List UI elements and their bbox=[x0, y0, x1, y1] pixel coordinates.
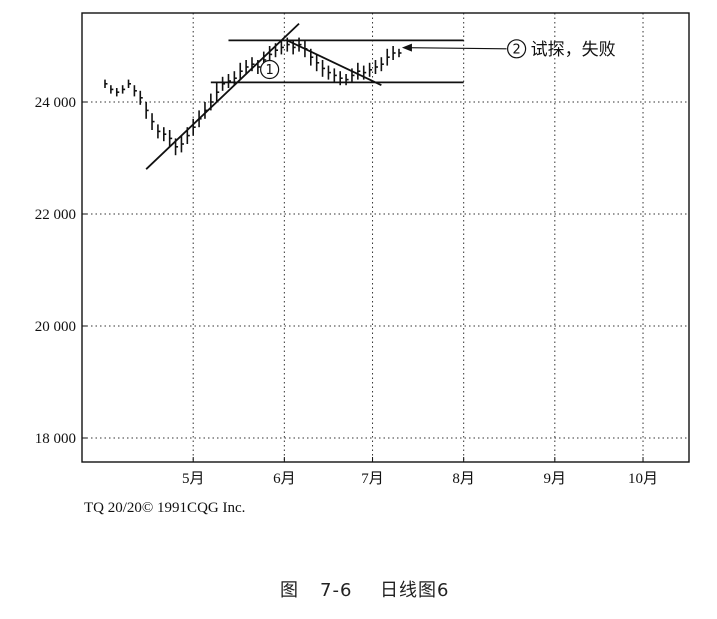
marker-circle bbox=[506, 39, 527, 59]
x-tick-label: 7月 bbox=[361, 471, 384, 487]
annotation-arrow-head bbox=[401, 43, 412, 52]
y-tick-label: 18 000 bbox=[35, 431, 76, 447]
x-tick-label: 9月 bbox=[544, 471, 567, 487]
trendline-layer bbox=[145, 22, 464, 170]
y-tick-label: 24 000 bbox=[35, 95, 76, 111]
x-tick-label: 10月 bbox=[628, 471, 658, 487]
uptrend-line bbox=[145, 22, 300, 170]
y-tick-label: 22 000 bbox=[35, 207, 76, 223]
annotation-layer: 1 2 试探，失败 bbox=[260, 39, 616, 80]
y-tick-label: 20 000 bbox=[35, 319, 76, 335]
x-axis-ticks: 5月 6月 7月 8月 9月 10月 bbox=[182, 457, 658, 487]
annotation-arrow-shaft bbox=[407, 47, 507, 50]
x-tick-label: 6月 bbox=[273, 471, 296, 487]
marker-label: 2 bbox=[512, 42, 520, 57]
down-trendline-line bbox=[286, 39, 382, 87]
figure-caption: 图 7-6 日线图6 bbox=[280, 580, 449, 601]
plot-frame bbox=[81, 12, 690, 463]
caption-figure-number: 7-6 bbox=[320, 580, 352, 601]
marker-label: 1 bbox=[265, 63, 273, 78]
chart-credit: TQ 20/20© 1991CQG Inc. bbox=[84, 500, 245, 516]
y-axis-ticks: 18 000 20 000 22 000 24 000 bbox=[35, 95, 87, 447]
annotation-text: 试探，失败 bbox=[531, 40, 616, 60]
marker-circle bbox=[260, 59, 280, 80]
x-tick-label: 5月 bbox=[182, 471, 205, 487]
price-bars bbox=[104, 37, 402, 156]
caption-figure-label: 图 bbox=[280, 580, 299, 601]
grid-layer bbox=[82, 13, 689, 462]
caption-title: 日线图6 bbox=[380, 580, 449, 601]
x-tick-label: 8月 bbox=[452, 471, 475, 487]
